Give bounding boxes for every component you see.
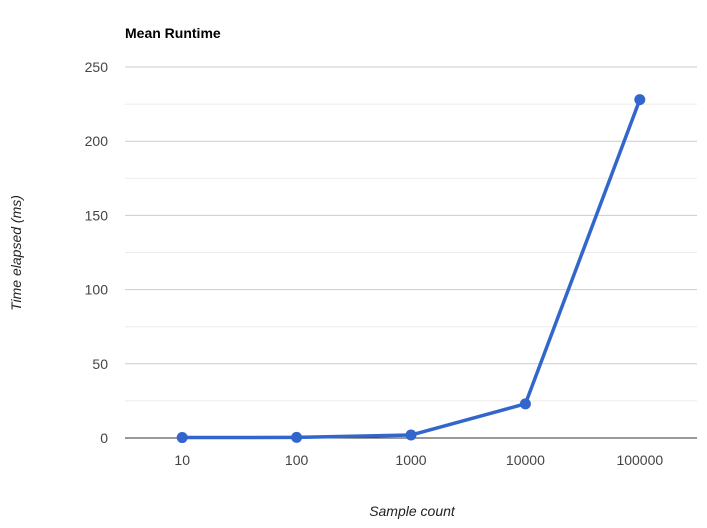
y-axis-title: Time elapsed (ms) xyxy=(8,195,24,311)
x-tick-label: 10000 xyxy=(506,452,545,468)
data-point xyxy=(519,398,531,410)
data-point xyxy=(634,94,646,106)
series-line xyxy=(180,97,642,440)
y-tick-label: 250 xyxy=(85,59,109,75)
y-tick-label: 100 xyxy=(85,282,109,298)
y-axis-ticks: 0 50 100 150 200 250 xyxy=(85,59,109,446)
y-tick-label: 200 xyxy=(85,133,109,149)
x-axis-ticks: 10 100 1000 10000 100000 xyxy=(174,452,663,468)
x-tick-label: 10 xyxy=(174,452,190,468)
y-tick-label: 0 xyxy=(100,430,108,446)
data-point xyxy=(291,431,303,443)
chart-title: Mean Runtime xyxy=(125,25,221,41)
x-tick-label: 1000 xyxy=(395,452,426,468)
y-tick-label: 50 xyxy=(92,356,108,372)
y-tick-label: 150 xyxy=(85,207,109,223)
x-axis-title: Sample count xyxy=(369,503,456,519)
data-point xyxy=(176,432,188,444)
series-layer xyxy=(176,94,646,444)
x-tick-label: 100 xyxy=(285,452,309,468)
x-tick-label: 100000 xyxy=(616,452,663,468)
data-point xyxy=(405,429,417,441)
gridlines xyxy=(125,66,697,439)
